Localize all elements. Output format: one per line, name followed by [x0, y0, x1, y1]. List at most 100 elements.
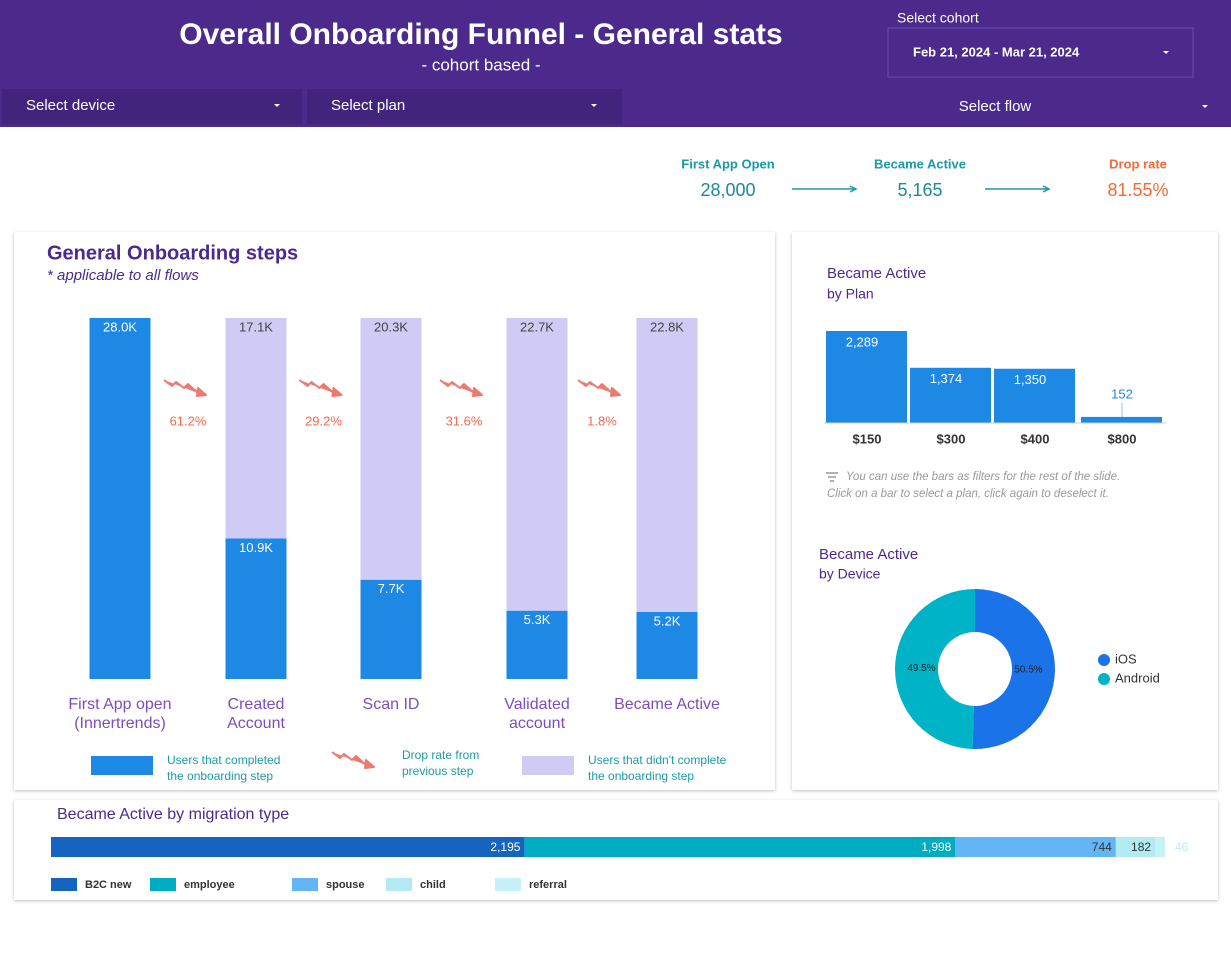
- bar-segment: [89, 318, 151, 679]
- flow-dropdown[interactable]: Select flow: [627, 89, 1230, 124]
- kpi-label: Drop rate: [1109, 156, 1167, 171]
- dropdown-arrow[interactable]: [591, 104, 597, 107]
- kpi-label: First App Open: [681, 156, 774, 171]
- legend-dot: [1098, 673, 1110, 685]
- note: You can use the bars as filters for the …: [846, 471, 1120, 483]
- legend-swatch: [292, 878, 318, 891]
- bar-label: 5.2K: [654, 613, 681, 628]
- x-tick-label: $300: [937, 431, 966, 446]
- slice-label: 50.5%: [1014, 664, 1042, 675]
- bar-label: 1,350: [1014, 372, 1047, 387]
- donut-slice: [972, 589, 1056, 749]
- x-tick-label: Validated: [504, 696, 570, 713]
- slice-label: 49.5%: [907, 663, 935, 674]
- bar-segment: [636, 318, 698, 612]
- legend-label: the onboarding step: [588, 769, 694, 783]
- dropdown-value[interactable]: Select flow: [959, 98, 1032, 115]
- bar-segment: [225, 538, 287, 679]
- kpi-value: 81.55%: [1107, 180, 1168, 200]
- chart-title: Became Active: [827, 265, 926, 282]
- drop-icon: [439, 379, 483, 397]
- legend-swatch: [51, 878, 77, 891]
- bar-label: 22.7K: [520, 319, 554, 334]
- dropdown-box[interactable]: [307, 89, 622, 124]
- dropdown-value[interactable]: Select plan: [331, 97, 405, 114]
- bar-segment: [506, 318, 568, 611]
- dropdown-arrow[interactable]: [1202, 105, 1208, 108]
- bar-segment: [360, 318, 422, 580]
- cohort-dropdown[interactable]: Feb 21, 2024 - Mar 21, 2024: [887, 27, 1194, 78]
- dropdown-box[interactable]: [887, 27, 1194, 78]
- kpi-value: 5,165: [897, 180, 942, 200]
- bar: [1081, 416, 1162, 423]
- legend-label: B2C new: [85, 879, 132, 891]
- kpi-arrow: [792, 185, 858, 193]
- note: Click on a bar to select a plan, click a…: [827, 488, 1109, 500]
- legend-label: Users that didn't complete: [588, 753, 727, 767]
- bar: [826, 331, 907, 423]
- device-dropdown[interactable]: Select device: [2, 89, 302, 124]
- drop-rate-label: 31.6%: [446, 413, 483, 428]
- bar-segment: [506, 610, 568, 679]
- bar-label: 28.0K: [103, 319, 137, 334]
- plan-dropdown[interactable]: Select plan: [307, 89, 622, 124]
- bar-label: 182: [1131, 840, 1151, 854]
- bar-label: 2,289: [846, 334, 879, 349]
- legend-label: the onboarding step: [167, 769, 273, 783]
- bar-label: 46: [1175, 840, 1189, 854]
- bar-label: 20.3K: [374, 319, 408, 334]
- x-tick-label: Scan ID: [363, 696, 420, 713]
- kpi-arrow: [985, 185, 1051, 193]
- page-title: Overall Onboarding Funnel - General stat…: [179, 18, 782, 51]
- drop-icon: [298, 379, 343, 397]
- bar-label: 1,374: [930, 371, 963, 386]
- legend-label: child: [420, 879, 446, 891]
- kpi-value: 28,000: [700, 180, 755, 200]
- legend-label: employee: [184, 879, 235, 891]
- card-title: General Onboarding steps: [47, 242, 298, 264]
- bar-segment: [636, 611, 698, 679]
- page-subtitle: - cohort based -: [421, 55, 540, 74]
- dropdown-value[interactable]: Select device: [26, 97, 115, 114]
- drop-rate-label: 1.8%: [587, 413, 617, 428]
- bar: [994, 368, 1075, 423]
- legend-label: Drop rate from: [402, 748, 479, 762]
- legend-label: referral: [529, 879, 567, 891]
- cohort-label: Select cohort: [897, 10, 979, 26]
- legend-label: Android: [1115, 670, 1160, 685]
- bar-label: 2,195: [490, 840, 520, 854]
- bar-label: 7.7K: [378, 581, 405, 596]
- card-subtitle: * applicable to all flows: [47, 267, 199, 284]
- legend-swatch: [91, 756, 153, 775]
- bar: [910, 367, 991, 423]
- bar-label: 10.9K: [239, 540, 273, 555]
- bar-label: 152: [1111, 386, 1133, 401]
- dropdown-arrow[interactable]: [274, 104, 280, 107]
- bar-segment: [225, 318, 287, 539]
- filter-icon: [826, 472, 838, 482]
- x-tick-label: $150: [853, 431, 882, 446]
- drop-icon: [331, 751, 375, 769]
- drop-icon: [577, 379, 621, 397]
- drop-rate-label: 61.2%: [170, 413, 207, 428]
- dropdown-arrow[interactable]: [1163, 51, 1169, 54]
- legend-swatch: [150, 878, 176, 891]
- drop-icon: [163, 379, 207, 397]
- legend-label: iOS: [1115, 651, 1137, 666]
- chart-title: by Plan: [827, 286, 874, 302]
- chart-title: Became Active by migration type: [57, 806, 289, 823]
- kpi-label: Became Active: [874, 156, 966, 171]
- chart-title: by Device: [819, 566, 881, 582]
- dropdown-box[interactable]: [627, 89, 1230, 124]
- dropdown-value[interactable]: Feb 21, 2024 - Mar 21, 2024: [913, 44, 1080, 59]
- dropdown-box[interactable]: [2, 89, 302, 124]
- legend-dot: [1098, 654, 1110, 666]
- legend-swatch: [522, 756, 574, 775]
- x-tick-label: Created: [228, 696, 285, 713]
- x-tick-label: account: [509, 715, 566, 732]
- x-tick-label: $800: [1108, 431, 1137, 446]
- x-tick-label: Became Active: [614, 696, 720, 713]
- legend-label: Users that completed: [167, 753, 280, 767]
- chart-title: Became Active: [819, 546, 918, 563]
- bar-label: 17.1K: [239, 319, 273, 334]
